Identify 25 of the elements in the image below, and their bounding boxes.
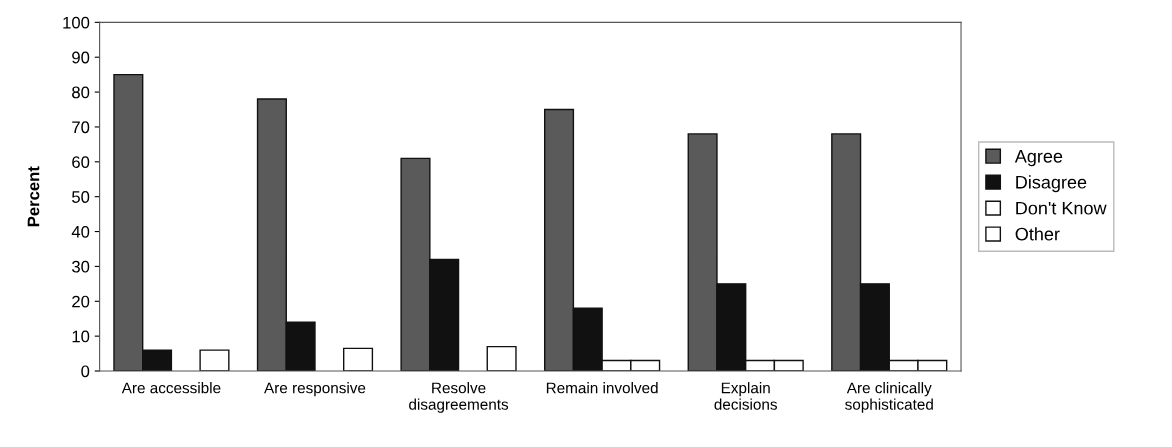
legend-label: Don't Know [1016, 201, 1107, 215]
y-tick-label: 50 [72, 191, 90, 203]
y-axis-title: Percent [27, 166, 40, 227]
legend-label: Agree [1014, 150, 1063, 167]
y-tick-label: 0 [81, 365, 90, 378]
legend-label: Other [1015, 227, 1060, 241]
y-tick-label: 80 [72, 86, 90, 99]
bar [199, 349, 230, 372]
x-tick-label: Explain decisions [714, 382, 777, 410]
x-tick-label: Resolve disagreements [409, 382, 509, 413]
x-tick-label: Are accessible [121, 382, 221, 394]
y-tick-label: 20 [72, 295, 90, 308]
bar [342, 347, 374, 372]
legend-label: Disagree [1016, 175, 1087, 193]
y-tick-label: 30 [72, 260, 90, 273]
y-tick-label: 60 [72, 156, 90, 169]
y-tick-label: 40 [71, 225, 90, 238]
x-tick-label: Are clinically sophisticated [845, 382, 933, 413]
x-tick-label: Are responsive [264, 382, 366, 397]
y-tick-label: 10 [72, 330, 90, 343]
y-tick-label: 100 [63, 16, 90, 29]
x-tick-label: Remain involved [546, 382, 658, 394]
y-tick-label: 70 [72, 121, 90, 134]
y-tick-label: 90 [72, 51, 90, 64]
bar [486, 345, 517, 372]
